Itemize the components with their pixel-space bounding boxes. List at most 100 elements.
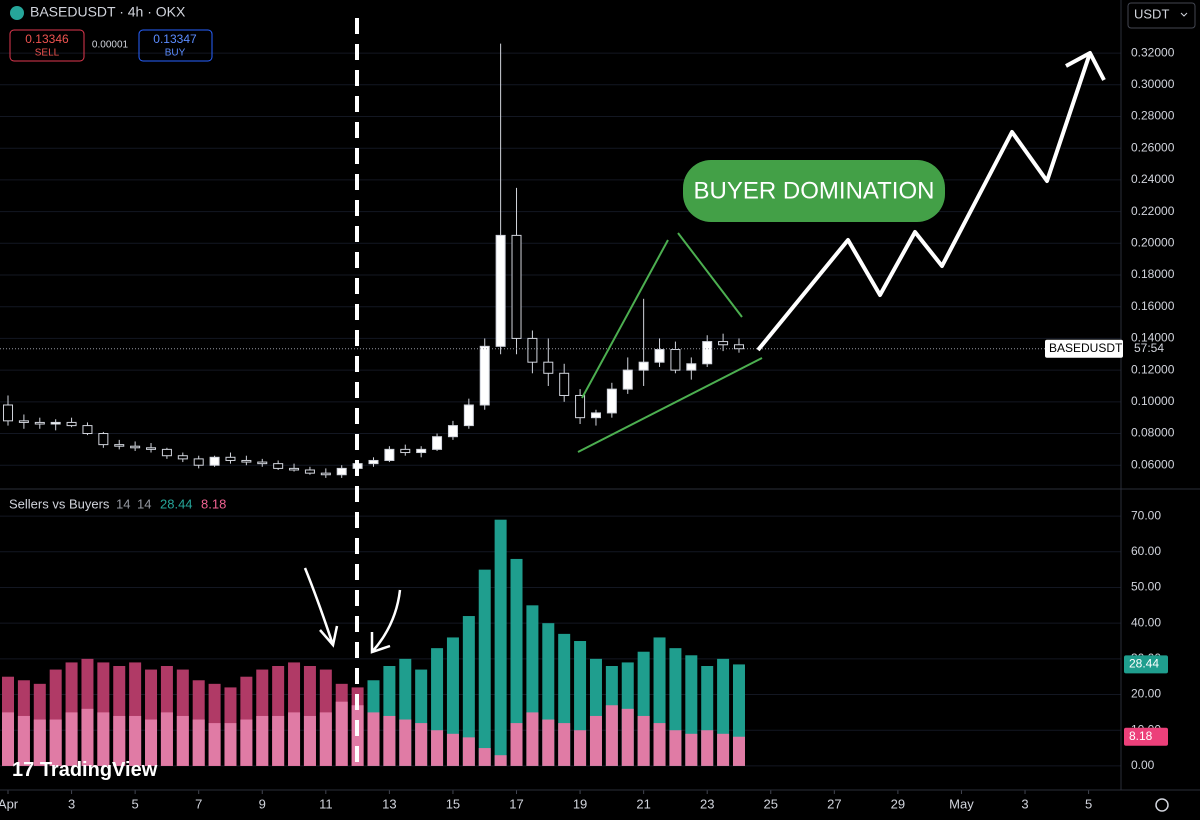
candle-body	[654, 349, 665, 363]
candle-body	[733, 344, 744, 350]
indicator-bar	[510, 723, 523, 766]
x-tick-label: 11	[319, 796, 333, 811]
x-tick-label: 5	[1085, 796, 1092, 811]
countdown: 57:54	[1134, 341, 1164, 355]
callout-text: BUYER DOMINATION	[694, 177, 935, 204]
indicator-bar	[367, 712, 380, 766]
indicator-bar	[49, 719, 62, 766]
candle-body	[146, 447, 157, 450]
sell-button[interactable]	[9, 29, 85, 62]
indicator-bar	[653, 723, 666, 766]
y-tick-label: 0.32000	[1131, 45, 1175, 59]
indicator-bar	[574, 730, 587, 766]
indicator-bar	[431, 730, 444, 766]
sell-price[interactable]: 0.13346	[25, 32, 69, 46]
x-tick-label: 25	[764, 796, 778, 811]
candle-body	[590, 412, 601, 419]
indicator-bar	[256, 715, 269, 766]
candle-body	[368, 459, 379, 465]
value-badge-label: 28.44	[1129, 657, 1159, 671]
buy-price[interactable]: 0.13347	[153, 32, 197, 46]
triangle-lines	[577, 232, 763, 453]
candle-body	[447, 425, 458, 438]
x-tick-label: 21	[636, 796, 650, 811]
candle-body	[257, 461, 268, 465]
y-tick-label: 0.12000	[1131, 362, 1175, 376]
indicator-bar	[319, 712, 332, 766]
y-tick-label: 0.30000	[1131, 77, 1175, 91]
indicator-bar	[192, 719, 205, 766]
y-tick-label: 0.16000	[1131, 299, 1175, 313]
candle-body	[50, 421, 61, 425]
dropdown-icon[interactable]	[1180, 12, 1188, 17]
y-tick-label: 40.00	[1131, 615, 1161, 629]
buy-button[interactable]	[138, 29, 213, 62]
value-badge	[1124, 655, 1168, 674]
candle-body	[479, 345, 490, 406]
currency[interactable]: USDT	[1134, 6, 1169, 21]
buy-label[interactable]: BUY	[165, 48, 186, 59]
indicator-param: 14	[116, 496, 130, 511]
candle-body	[98, 433, 109, 446]
candle-body	[622, 369, 633, 390]
indicator-bar	[399, 719, 412, 766]
sell-label[interactable]: SELL	[35, 48, 60, 59]
indicator-bar	[160, 712, 173, 766]
indicator-bar	[510, 558, 523, 766]
indicator-bar	[494, 519, 507, 766]
y-tick-label: 0.00	[1131, 758, 1155, 772]
indicator-bar	[669, 730, 682, 766]
indicator-bar	[637, 715, 650, 766]
candle-body	[82, 425, 93, 435]
candle-body	[18, 420, 29, 423]
indicator-bar	[717, 733, 730, 766]
x-tick-label: 3	[68, 796, 75, 811]
indicator-bar	[2, 712, 15, 766]
indicator-bar	[176, 715, 189, 766]
currency-select[interactable]	[1127, 2, 1196, 29]
y-tick-label: 0.18000	[1131, 267, 1175, 281]
y-tick-label: 50.00	[1131, 580, 1161, 594]
settings-icon[interactable]	[1155, 798, 1169, 812]
candle-body	[320, 472, 331, 476]
indicator-bar	[732, 736, 745, 766]
candle-body	[463, 404, 474, 427]
y-tick-label: 0.08000	[1131, 426, 1175, 440]
candle-body	[495, 234, 506, 347]
indicator-bar	[303, 715, 316, 766]
candle-body	[336, 467, 347, 476]
x-tick-label: May	[949, 796, 974, 811]
indicator-bar	[685, 733, 698, 766]
candle-body	[304, 469, 315, 474]
indicator-bar	[224, 723, 237, 766]
hand-arrow	[303, 567, 339, 648]
y-tick-label: 0.10000	[1131, 394, 1175, 408]
x-tick-label: 29	[891, 796, 905, 811]
candle-body	[66, 421, 77, 427]
y-tick-label: 0.24000	[1131, 172, 1175, 186]
candle-body	[3, 404, 14, 422]
candle-body	[686, 363, 697, 371]
indicator-bar	[97, 712, 110, 766]
symbol-title: BASEDUSDT · 4h · OKX	[30, 4, 186, 20]
candle-body	[130, 445, 141, 449]
candle-body	[114, 444, 125, 447]
candle-body	[193, 458, 204, 466]
value-badge-label: 8.18	[1129, 729, 1153, 743]
indicator-bar	[494, 755, 507, 766]
indicator-bar	[478, 748, 491, 766]
indicator-bar	[335, 701, 348, 766]
y-tick-label: 0.26000	[1131, 140, 1175, 154]
projection-arrow	[756, 51, 1106, 352]
indicator-bar	[240, 719, 253, 766]
indicator-bar	[272, 715, 285, 766]
candle-body	[718, 341, 729, 346]
spread: 0.00001	[92, 40, 129, 51]
legend-value: 28.44	[160, 496, 193, 511]
indicator-bar	[462, 616, 475, 766]
indicator-bar	[81, 708, 94, 766]
x-tick-label: Apr	[0, 796, 19, 811]
indicator-bar	[621, 708, 634, 766]
candle-body	[543, 361, 554, 374]
